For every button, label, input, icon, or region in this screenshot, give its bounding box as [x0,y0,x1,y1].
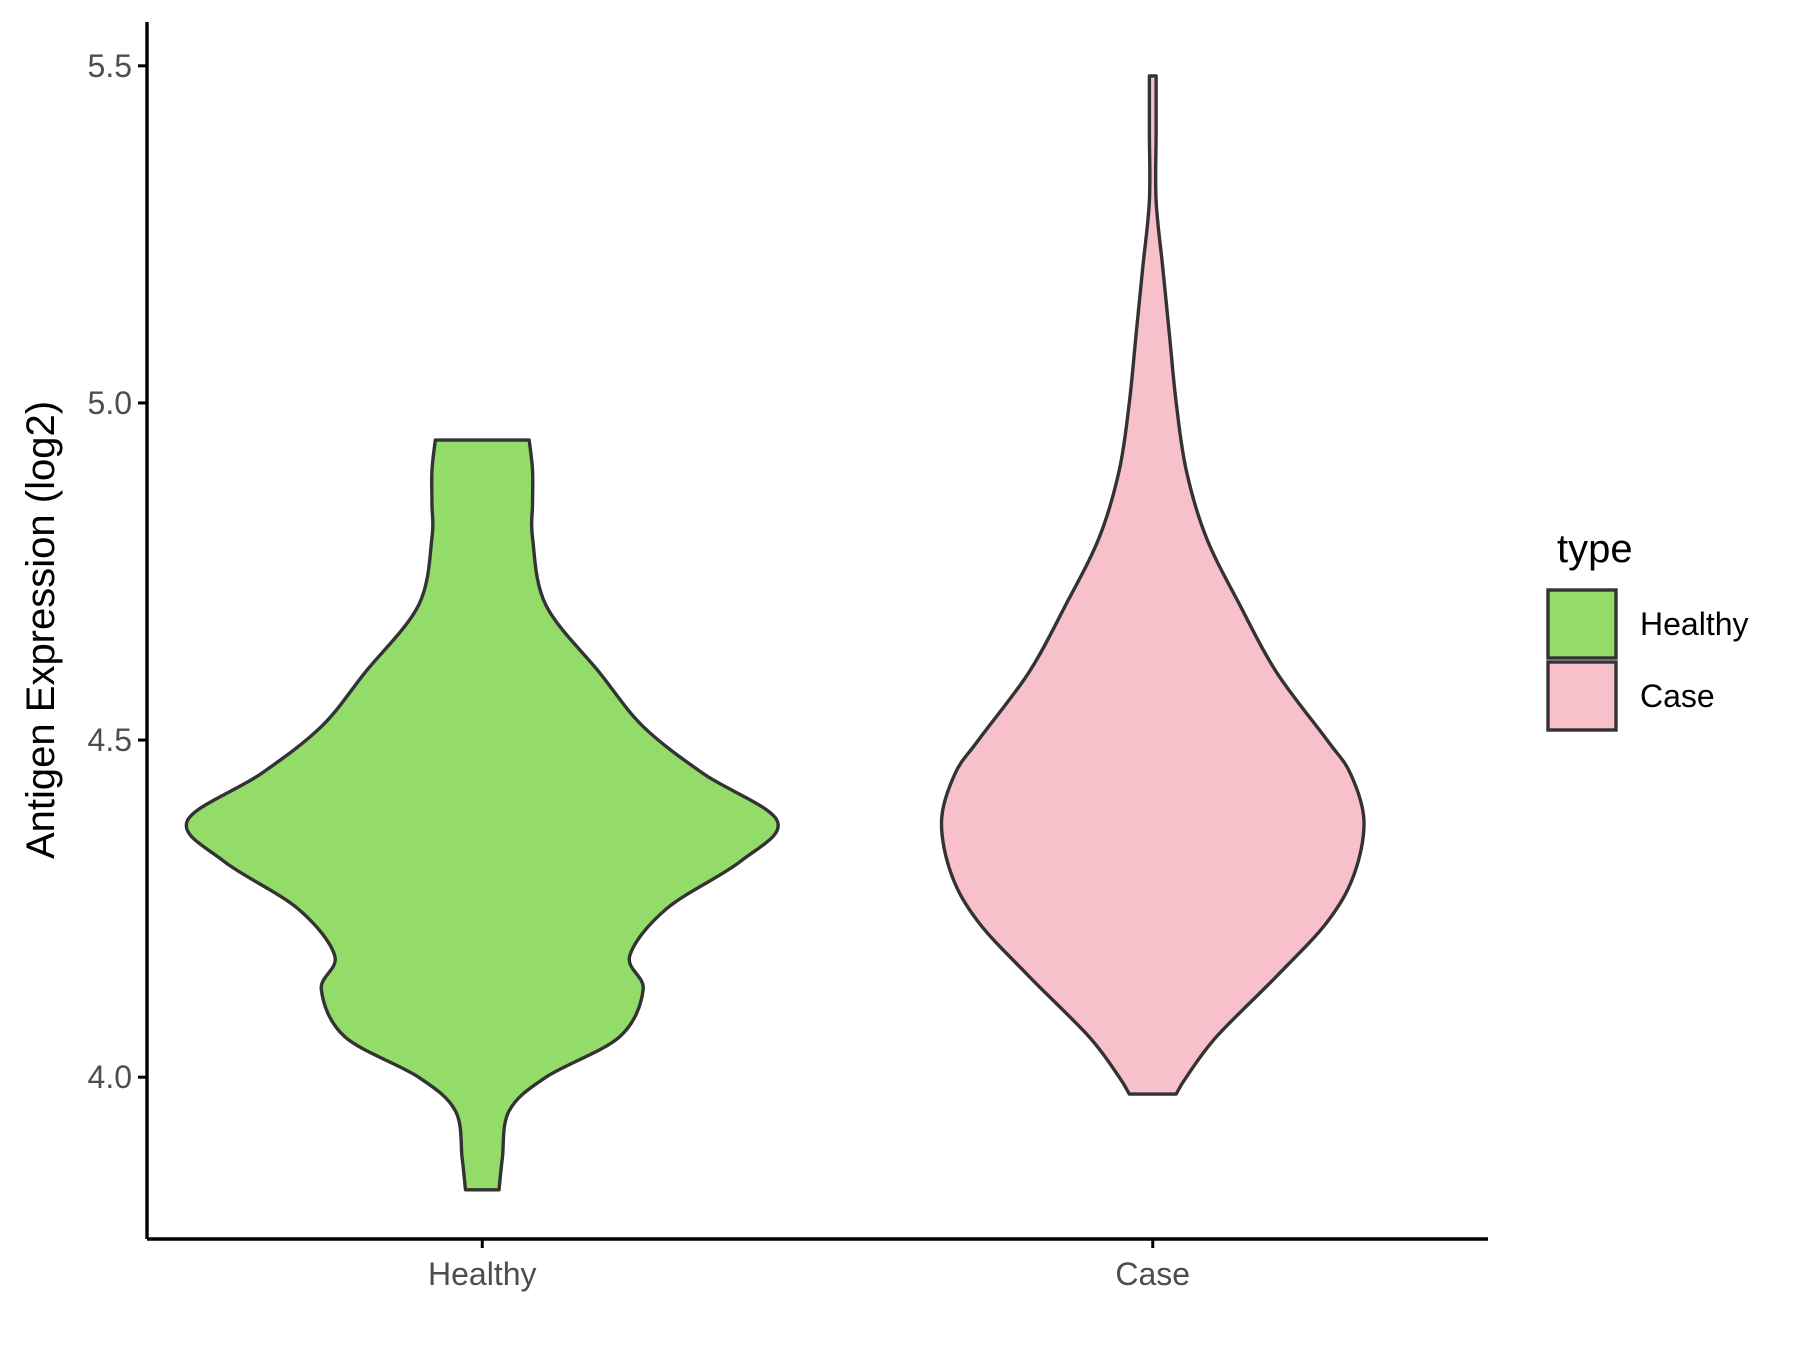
x-tick-label: Case [1115,1256,1190,1292]
legend-swatch-healthy [1546,588,1618,660]
violin-case [939,74,1366,1096]
legend-title: type [1557,527,1633,571]
violin-healthy [184,438,780,1192]
x-tick-label: Healthy [428,1256,537,1292]
legend-label-healthy: Healthy [1640,606,1749,642]
y-axis-ticks: 4.0 4.5 5.0 5.5 [88,48,147,1095]
legend-label-case: Case [1640,678,1715,714]
y-tick-label: 4.0 [88,1059,132,1095]
legend-swatch-case [1546,660,1618,732]
x-axis-ticks: Healthy Case [428,1239,1190,1292]
y-tick-label: 5.5 [88,48,132,84]
violin-layer [184,74,1366,1192]
y-tick-label: 5.0 [88,385,132,421]
y-axis-title: Antigen Expression (log2) [19,401,63,859]
legend: Healthy Case [1546,588,1749,732]
y-tick-label: 4.5 [88,722,132,758]
